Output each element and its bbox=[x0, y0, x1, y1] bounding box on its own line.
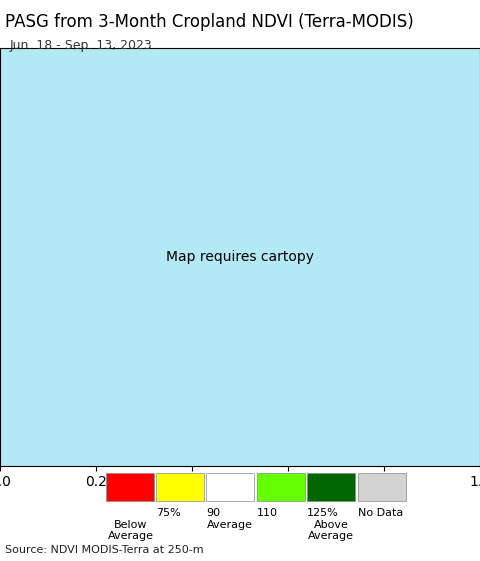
Text: 75%: 75% bbox=[156, 508, 181, 518]
Text: Map requires cartopy: Map requires cartopy bbox=[166, 250, 314, 264]
FancyBboxPatch shape bbox=[358, 473, 406, 500]
Text: Jun. 18 - Sep. 13, 2023: Jun. 18 - Sep. 13, 2023 bbox=[10, 39, 152, 52]
Text: Above: Above bbox=[314, 521, 348, 530]
Text: No Data: No Data bbox=[358, 508, 403, 518]
Text: Average: Average bbox=[108, 531, 154, 541]
Text: Source: NDVI MODIS-Terra at 250-m: Source: NDVI MODIS-Terra at 250-m bbox=[5, 545, 204, 555]
Text: Average: Average bbox=[207, 521, 253, 530]
FancyBboxPatch shape bbox=[307, 473, 355, 500]
FancyBboxPatch shape bbox=[106, 473, 154, 500]
Text: 125%: 125% bbox=[307, 508, 339, 518]
Text: 90: 90 bbox=[206, 508, 220, 518]
Text: 110: 110 bbox=[257, 508, 278, 518]
Text: Below: Below bbox=[114, 521, 147, 530]
FancyBboxPatch shape bbox=[156, 473, 204, 500]
FancyBboxPatch shape bbox=[257, 473, 305, 500]
FancyBboxPatch shape bbox=[206, 473, 254, 500]
Text: Average: Average bbox=[308, 531, 354, 541]
Text: PASG from 3-Month Cropland NDVI (Terra-MODIS): PASG from 3-Month Cropland NDVI (Terra-M… bbox=[5, 13, 414, 31]
